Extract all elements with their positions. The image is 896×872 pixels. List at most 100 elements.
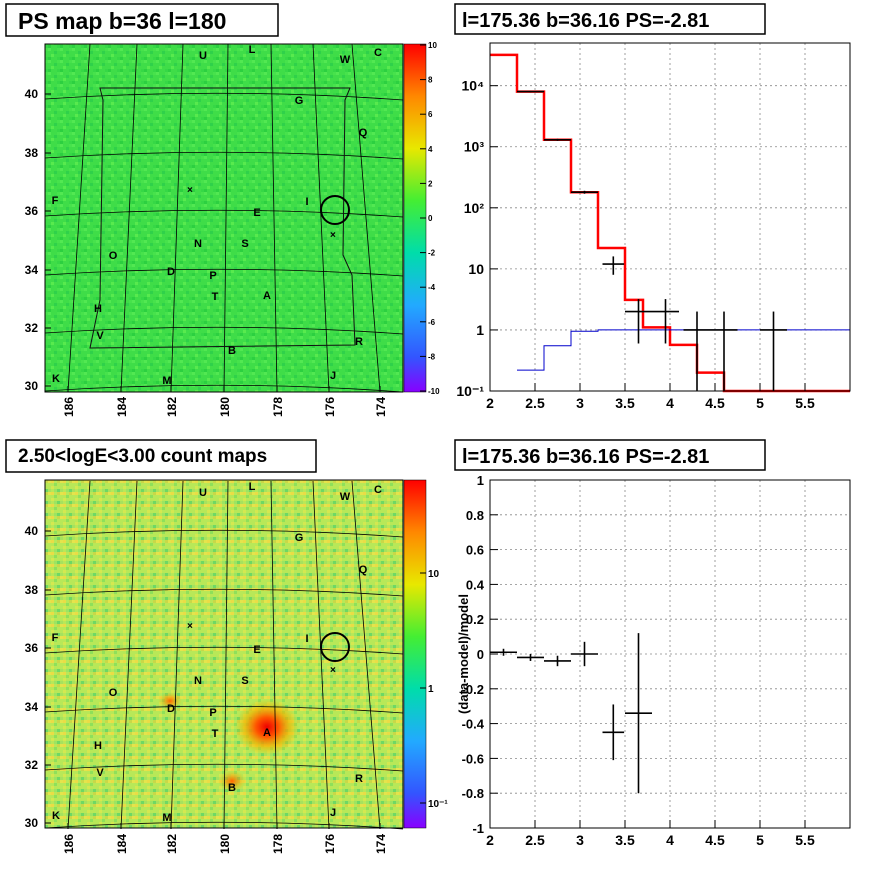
colorbar-tick-label: 6 — [428, 110, 433, 119]
source-letter: U — [199, 487, 207, 499]
lon-tick-label: 186 — [62, 834, 76, 854]
panel-title: PS map b=36 l=180 — [18, 8, 226, 34]
source-letter: N — [194, 675, 202, 687]
longitude-line — [67, 480, 91, 830]
marker-x: × — [187, 621, 193, 632]
longitude-line — [312, 480, 330, 830]
residual-grid — [490, 480, 850, 828]
source-letter: Q — [359, 564, 368, 576]
coordinate-grid — [44, 43, 404, 393]
colorbar-tick-label: 8 — [428, 76, 433, 85]
x-tick-label: 2 — [486, 832, 494, 848]
lat-tick-label: 38 — [25, 146, 39, 160]
source-letter: T — [212, 728, 219, 740]
longitude-line — [270, 480, 278, 830]
x-tick-label: 3 — [576, 395, 584, 411]
spectrum-panel: l=175.36 b=36.16 PS=-2.81 2 2.5 3 3.5 4 4.5 5 5… — [454, 3, 851, 411]
lon-tick-label: 180 — [218, 397, 232, 417]
x-tick-label: 4.5 — [705, 832, 725, 848]
lat-tick-label: 40 — [25, 87, 39, 101]
latitude-line — [44, 646, 404, 655]
panel-title-box — [454, 3, 766, 35]
source-letter: W — [340, 491, 351, 503]
x-tick-label: 5 — [756, 395, 764, 411]
longitude-axis: 186 184 182 180 178 176 174 — [62, 386, 388, 417]
x-tick-label: 2.5 — [525, 395, 545, 411]
lon-tick-label: 184 — [115, 397, 129, 417]
source-letter: W — [340, 54, 351, 66]
source-letter: E — [253, 644, 260, 656]
colorbar-tick-label: -6 — [428, 318, 436, 327]
source-letter: G — [295, 532, 304, 544]
y-tick-label: 1 — [476, 322, 484, 338]
faint-source — [158, 692, 182, 710]
marker-x: × — [187, 185, 193, 196]
step-series — [517, 329, 850, 371]
x-tick-label: 4.5 — [705, 395, 725, 411]
colorbar-tick-label: 4 — [428, 145, 433, 154]
source-letter: D — [167, 703, 175, 715]
lat-tick-label: 30 — [25, 816, 39, 830]
lon-tick-label: 176 — [323, 397, 337, 417]
lon-tick-label: 180 — [218, 834, 232, 854]
longitude-line — [120, 480, 138, 830]
panel-title-box — [454, 439, 766, 471]
x-tick-label: 2.5 — [525, 832, 545, 848]
colorbar-tick-label: -8 — [428, 352, 436, 361]
source-letter: R — [355, 773, 363, 785]
source-letter: A — [263, 290, 271, 302]
spectrum-series — [490, 53, 850, 393]
coordinate-grid — [44, 480, 404, 830]
y-tick-label: -0.6 — [462, 751, 484, 766]
y-tick-label: -0.2 — [462, 682, 484, 697]
count-map-panel: 2.50<logE<3.00 count maps 10 1 10⁻¹ 30 32… — [5, 439, 448, 854]
x-tick-label: 2 — [486, 395, 494, 411]
colorbar-tick-label: 2 — [428, 179, 433, 188]
count-map-heatmap — [45, 480, 403, 828]
source-letter: K — [52, 810, 60, 822]
longitude-line — [170, 43, 184, 393]
panel-title-box — [5, 3, 279, 37]
source-letter: P — [209, 270, 216, 282]
lon-tick-label: 182 — [165, 834, 179, 854]
latitude-line — [44, 588, 404, 597]
y-tick-label: 1 — [477, 473, 484, 488]
source-labels: U L W C G Q F I E N S O D PT A H V B R K M J — [52, 481, 382, 824]
x-tick-label: 5 — [756, 832, 764, 848]
lat-tick-label: 32 — [25, 321, 39, 335]
lon-tick-label: 184 — [115, 834, 129, 854]
count-colorbar — [403, 479, 427, 829]
source-letter: R — [355, 336, 363, 348]
y-tick-label: 10⁻¹ — [456, 383, 484, 399]
panel-title: 2.50<logE<3.00 count maps — [18, 446, 267, 467]
colorbar-tick-label: -4 — [428, 283, 436, 292]
colorbar-tick-label: -10 — [428, 387, 440, 396]
longitude-line — [351, 43, 381, 393]
y-tick-label: 10 — [468, 261, 484, 277]
source-letter: T — [212, 291, 219, 303]
residual-series — [490, 633, 652, 794]
longitude-line — [351, 480, 381, 830]
source-letter: D — [167, 266, 175, 278]
source-letter: I — [305, 633, 308, 645]
latitude-line — [44, 268, 404, 277]
roi-outline — [89, 87, 356, 349]
source-letter: H — [94, 303, 102, 315]
source-letter: O — [109, 250, 118, 262]
latitude-line — [44, 209, 404, 218]
roi-circle — [320, 632, 350, 662]
lat-tick-label: 32 — [25, 758, 39, 772]
count-colorbar-ticks: 10 1 10⁻¹ — [420, 569, 448, 810]
colorbar-tick-label: 1 — [428, 684, 434, 695]
source-letter: H — [94, 740, 102, 752]
lat-tick-label: 30 — [25, 379, 39, 393]
latitude-line — [44, 763, 404, 772]
latitude-line — [44, 326, 404, 335]
lat-tick-label: 40 — [25, 524, 39, 538]
source-letter: V — [96, 767, 104, 779]
source-letter: L — [249, 44, 256, 56]
residual-y-axis-label: (data-model)/model — [456, 594, 471, 714]
y-tick-label: 10⁴ — [462, 78, 485, 94]
source-letter: M — [162, 812, 171, 824]
